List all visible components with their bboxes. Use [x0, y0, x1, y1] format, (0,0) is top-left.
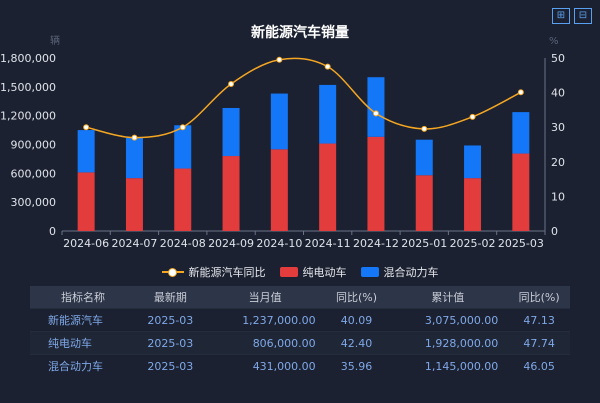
yoy-point: [131, 134, 138, 141]
bar-hybrid: [174, 125, 192, 169]
yoy-point: [83, 124, 90, 131]
legend-item-yoy[interactable]: 新能源汽车同比: [161, 264, 266, 280]
yoy-point: [228, 80, 235, 87]
bar-pure: [319, 143, 337, 231]
x-tick-label: 2024-08: [160, 237, 206, 250]
x-tick-label: 2025-03: [498, 237, 544, 250]
table-cell: 47.74: [508, 331, 570, 355]
y-tick-left: 1,200,000: [0, 110, 56, 123]
save-image-icon[interactable]: ⊟: [574, 8, 592, 24]
pure-swatch: [279, 267, 298, 277]
bar-pure: [174, 168, 192, 231]
legend-item-hybrid[interactable]: 混合动力车: [360, 264, 439, 280]
bar-hybrid: [319, 84, 337, 144]
legend: 新能源汽车同比 纯电动车 混合动力车: [0, 264, 600, 280]
table-header: 累计值: [387, 286, 509, 309]
table-cell: 1,237,000.00: [204, 308, 326, 332]
table-row: 混合动力车 2025-03 431,000.00 35.96 1,145,000…: [30, 354, 570, 377]
chart-svg: 辆 % 0 300,000 600,000 900,000 1,200,000 1,500,0…: [0, 34, 565, 250]
x-tick-label: 2025-01: [401, 237, 447, 250]
table-cell: 46.05: [508, 354, 570, 377]
bar-hybrid: [222, 107, 240, 157]
x-tick-label: 2024-11: [305, 237, 351, 250]
table-row: 新能源汽车 2025-03 1,237,000.00 40.09 3,075,0…: [30, 308, 570, 332]
yoy-point: [324, 63, 331, 70]
bar-pure: [512, 153, 530, 231]
yoy-point: [469, 113, 476, 120]
bar-hybrid: [415, 139, 433, 176]
yoy-point: [517, 89, 524, 96]
y-tick-right: 20: [551, 156, 565, 169]
yoy-line: [85, 57, 522, 139]
y-tick-right: 30: [551, 121, 565, 134]
y-tick-right: 10: [551, 190, 565, 203]
bar-pure: [222, 156, 240, 231]
table-cell: 42.40: [325, 331, 388, 355]
bar-pure: [77, 172, 95, 231]
y-tick-left: 1,800,000: [0, 52, 56, 65]
left-axis-unit: 辆: [50, 34, 60, 47]
yoy-point: [372, 110, 379, 117]
table-cell: 1,928,000.00: [387, 331, 509, 355]
bar-hybrid: [512, 112, 530, 154]
y-tick-left: 600,000: [11, 167, 57, 180]
table-header: 当月值: [204, 286, 326, 309]
x-tick-label: 2024-07: [111, 237, 157, 250]
bar-hybrid: [125, 137, 143, 179]
y-tick-right: 50: [551, 52, 565, 65]
y-tick-right: 40: [551, 87, 565, 100]
table-cell: 纯电动车: [30, 331, 136, 355]
table-header: 同比(%): [508, 286, 570, 309]
table-cell: 新能源汽车: [30, 308, 136, 332]
table-cell: 2025-03: [135, 331, 205, 355]
x-tick-label: 2024-10: [256, 237, 302, 250]
bar-pure: [464, 178, 482, 231]
table-header: 最新期: [135, 286, 205, 309]
y-tick-left: 1,500,000: [0, 81, 56, 94]
bar-hybrid: [270, 93, 288, 150]
yoy-point: [421, 125, 428, 132]
table-cell: 1,145,000.00: [387, 354, 509, 377]
table-cell: 47.13: [508, 308, 570, 332]
table-header: 同比(%): [325, 286, 388, 309]
yoy-point: [179, 124, 186, 131]
y-tick-left: 900,000: [11, 139, 57, 152]
table-icon[interactable]: ⊞: [552, 8, 570, 24]
table-cell: 3,075,000.00: [387, 308, 509, 332]
x-tick-label: 2024-09: [208, 237, 254, 250]
table-header-row: 指标名称 最新期 当月值 同比(%) 累计值 同比(%): [30, 286, 570, 309]
y-tick-left: 0: [49, 225, 56, 238]
line-swatch: [161, 267, 184, 277]
bar-pure: [415, 175, 433, 231]
table-cell: 2025-03: [135, 308, 205, 332]
y-tick-right: 0: [551, 225, 558, 238]
table-cell: 2025-03: [135, 354, 205, 377]
x-tick-label: 2024-12: [353, 237, 399, 250]
y-tick-left: 300,000: [11, 196, 57, 209]
data-table: 指标名称 最新期 当月值 同比(%) 累计值 同比(%) 新能源汽车 2025-…: [30, 286, 570, 377]
legend-item-pure[interactable]: 纯电动车: [279, 264, 347, 280]
x-tick-label: 2025-02: [450, 237, 496, 250]
table-cell: 40.09: [325, 308, 388, 332]
bar-pure: [125, 178, 143, 231]
bar-pure: [367, 136, 385, 231]
toolbar-icons: ⊞ ⊟: [552, 8, 592, 24]
table-header: 指标名称: [30, 286, 136, 309]
chart-title: 新能源汽车销量: [251, 25, 349, 41]
bar-pure: [270, 149, 288, 231]
bar-hybrid: [367, 77, 385, 137]
yoy-point: [276, 56, 283, 63]
table-cell: 混合动力车: [30, 354, 136, 377]
table-cell: 806,000.00: [204, 331, 326, 355]
table-cell: 35.96: [325, 354, 388, 377]
table-cell: 431,000.00: [204, 354, 326, 377]
x-tick-label: 2024-06: [63, 237, 109, 250]
bar-hybrid: [464, 145, 482, 179]
table-row: 纯电动车 2025-03 806,000.00 42.40 1,928,000.…: [30, 331, 570, 355]
bar-hybrid: [77, 130, 95, 173]
right-axis-unit: %: [549, 36, 559, 47]
hybrid-swatch: [360, 267, 379, 277]
